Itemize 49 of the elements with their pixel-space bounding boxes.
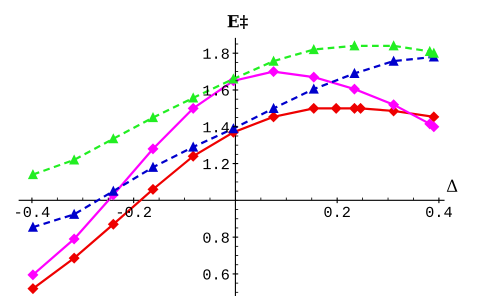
point (70, 155, 79, 164)
point (228, 124, 238, 134)
point (188, 93, 198, 102)
point (429, 48, 438, 58)
point (350, 68, 360, 78)
y-tick-label: 0.8 (203, 232, 229, 243)
point (188, 142, 198, 152)
point (28, 222, 38, 232)
point (108, 186, 118, 196)
point (148, 144, 158, 154)
point (428, 122, 440, 132)
point (68, 234, 80, 244)
point (268, 112, 279, 122)
point (268, 104, 278, 113)
y-axis-title: E‡ (228, 15, 248, 29)
point (268, 56, 278, 66)
point (28, 283, 38, 294)
point (388, 100, 399, 110)
y-tick-label: 1.2 (203, 158, 229, 170)
point (308, 72, 319, 82)
point (228, 74, 238, 84)
point (28, 270, 38, 280)
point (108, 134, 118, 144)
point (28, 170, 38, 180)
point (389, 41, 398, 50)
point (70, 210, 79, 219)
point (330, 103, 342, 114)
point (188, 103, 198, 114)
point (68, 252, 80, 264)
point (148, 162, 158, 172)
x-tick-label: 0.2 (324, 206, 350, 218)
y-tick-label: 1.4 (203, 122, 230, 132)
point (428, 112, 440, 122)
point (350, 41, 360, 50)
point (349, 84, 360, 94)
x-tick-label: -0.4 (16, 206, 50, 218)
point (309, 84, 318, 94)
point (389, 56, 398, 66)
point (148, 112, 158, 122)
point (188, 151, 198, 162)
point (148, 184, 158, 194)
x-axis-title: Δ (446, 180, 458, 192)
y-tick-label: 1.8 (203, 48, 229, 59)
point (108, 219, 118, 230)
point (268, 66, 279, 77)
point (309, 44, 318, 54)
point (308, 103, 319, 114)
x-tick-label: 0.4 (426, 206, 452, 218)
y-tick-label: 0.6 (203, 269, 229, 280)
